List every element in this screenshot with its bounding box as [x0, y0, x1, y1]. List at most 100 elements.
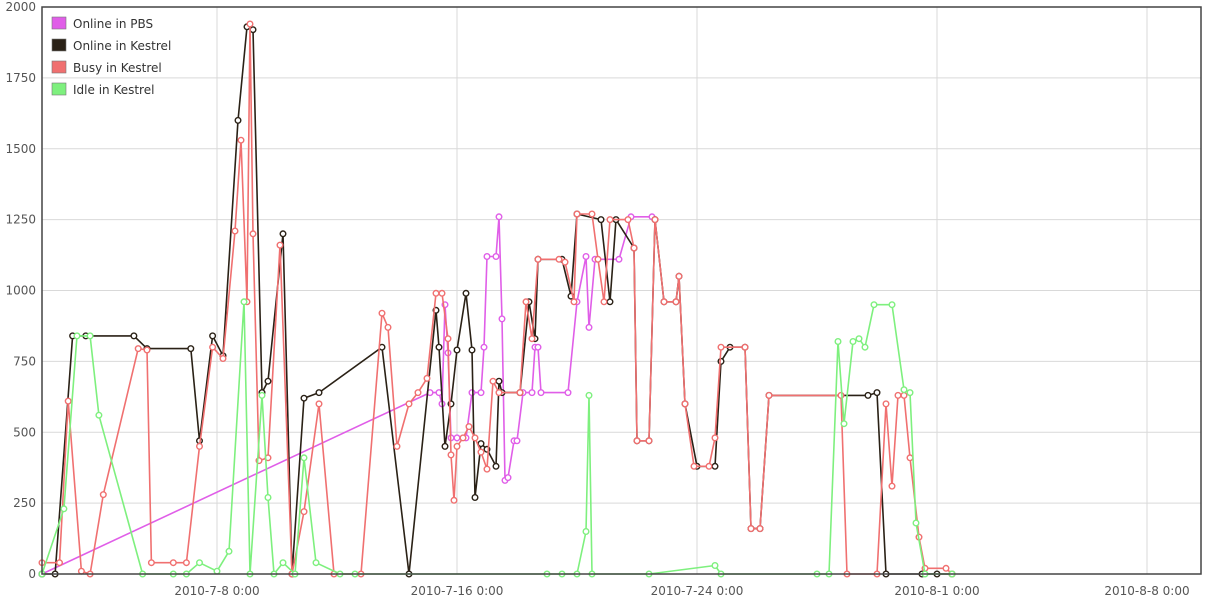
data-point	[606, 298, 614, 306]
plot-area	[38, 20, 956, 578]
data-point	[300, 394, 308, 402]
data-point	[534, 255, 542, 263]
data-point	[86, 332, 94, 340]
data-point	[495, 377, 503, 385]
y-tick-label: 2000	[5, 0, 36, 14]
data-point	[471, 434, 479, 442]
data-point	[573, 210, 581, 218]
data-point	[384, 323, 392, 331]
y-tick-label: 750	[13, 354, 36, 368]
data-point	[498, 315, 506, 323]
data-point	[840, 420, 848, 428]
legend-swatch	[51, 16, 67, 30]
data-point	[888, 301, 896, 309]
data-point	[279, 559, 287, 567]
y-tick-label: 1250	[5, 213, 36, 227]
data-point	[447, 451, 455, 459]
x-tick-label: 2010-7-8 0:00	[174, 584, 259, 598]
data-point	[747, 525, 755, 533]
data-point	[468, 389, 476, 397]
data-point	[195, 559, 203, 567]
data-point	[300, 454, 308, 462]
data-point	[147, 559, 155, 567]
y-tick-label: 1500	[5, 142, 36, 156]
series-line	[42, 23, 953, 575]
data-point	[528, 335, 536, 343]
data-point	[534, 343, 542, 351]
data-point	[315, 400, 323, 408]
data-point	[516, 389, 524, 397]
legend-swatch	[51, 38, 67, 52]
data-point	[681, 400, 689, 408]
data-point	[528, 389, 536, 397]
x-tick-label: 2010-7-24 0:00	[651, 584, 744, 598]
data-point	[209, 332, 217, 340]
data-point	[882, 400, 890, 408]
data-point	[99, 491, 107, 499]
legend-swatch	[51, 82, 67, 96]
data-point	[690, 462, 698, 470]
data-point	[864, 391, 872, 399]
data-point	[894, 391, 902, 399]
legend-label: Idle in Kestrel	[73, 83, 154, 97]
data-point	[756, 525, 764, 533]
data-point	[441, 442, 449, 450]
legend-label: Online in PBS	[73, 17, 153, 31]
data-point	[423, 374, 431, 382]
data-point	[483, 465, 491, 473]
data-point	[393, 442, 401, 450]
data-point	[834, 338, 842, 346]
data-point	[942, 564, 950, 572]
data-point	[462, 289, 470, 297]
data-point	[237, 136, 245, 144]
data-point	[741, 343, 749, 351]
data-point	[219, 355, 227, 363]
axes: 0 250 500 750 1000 1250 1500 1750 2000 2010-7-8 0…	[5, 0, 1202, 598]
plot-border	[41, 6, 1202, 575]
data-point	[169, 559, 177, 567]
data-point	[225, 547, 233, 555]
data-point	[711, 434, 719, 442]
data-point	[240, 298, 248, 306]
data-point	[471, 494, 479, 502]
data-point	[73, 332, 81, 340]
data-point	[492, 462, 500, 470]
data-point	[246, 20, 254, 28]
data-point	[597, 216, 605, 224]
data-point	[537, 389, 545, 397]
series-line	[42, 26, 952, 575]
data-point	[187, 345, 195, 353]
data-point	[414, 389, 422, 397]
data-point	[249, 26, 257, 34]
data-point	[249, 230, 257, 238]
grid	[42, 6, 1201, 575]
data-point	[624, 216, 632, 224]
y-tick-label: 1750	[5, 71, 36, 85]
data-point	[209, 343, 217, 351]
data-point	[453, 434, 461, 442]
data-point	[450, 496, 458, 504]
data-point	[645, 437, 653, 445]
data-point	[234, 116, 242, 124]
series-online-in-kestrel	[38, 23, 956, 578]
data-point	[483, 252, 491, 260]
data-point	[585, 323, 593, 331]
data-point	[561, 258, 569, 266]
x-tick-label: 2010-7-16 0:00	[411, 584, 504, 598]
data-point	[60, 505, 68, 513]
y-tick-label: 250	[13, 496, 36, 510]
data-point	[492, 252, 500, 260]
data-point	[453, 442, 461, 450]
data-point	[489, 377, 497, 385]
data-point	[615, 255, 623, 263]
series-online-in-pbs	[38, 213, 656, 578]
data-point	[513, 437, 521, 445]
y-tick-label: 0	[28, 567, 36, 581]
data-point	[438, 289, 446, 297]
x-tick-label: 2010-8-1 0:00	[894, 584, 979, 598]
data-point	[315, 389, 323, 397]
data-point	[594, 255, 602, 263]
data-point	[258, 391, 266, 399]
data-point	[453, 346, 461, 354]
